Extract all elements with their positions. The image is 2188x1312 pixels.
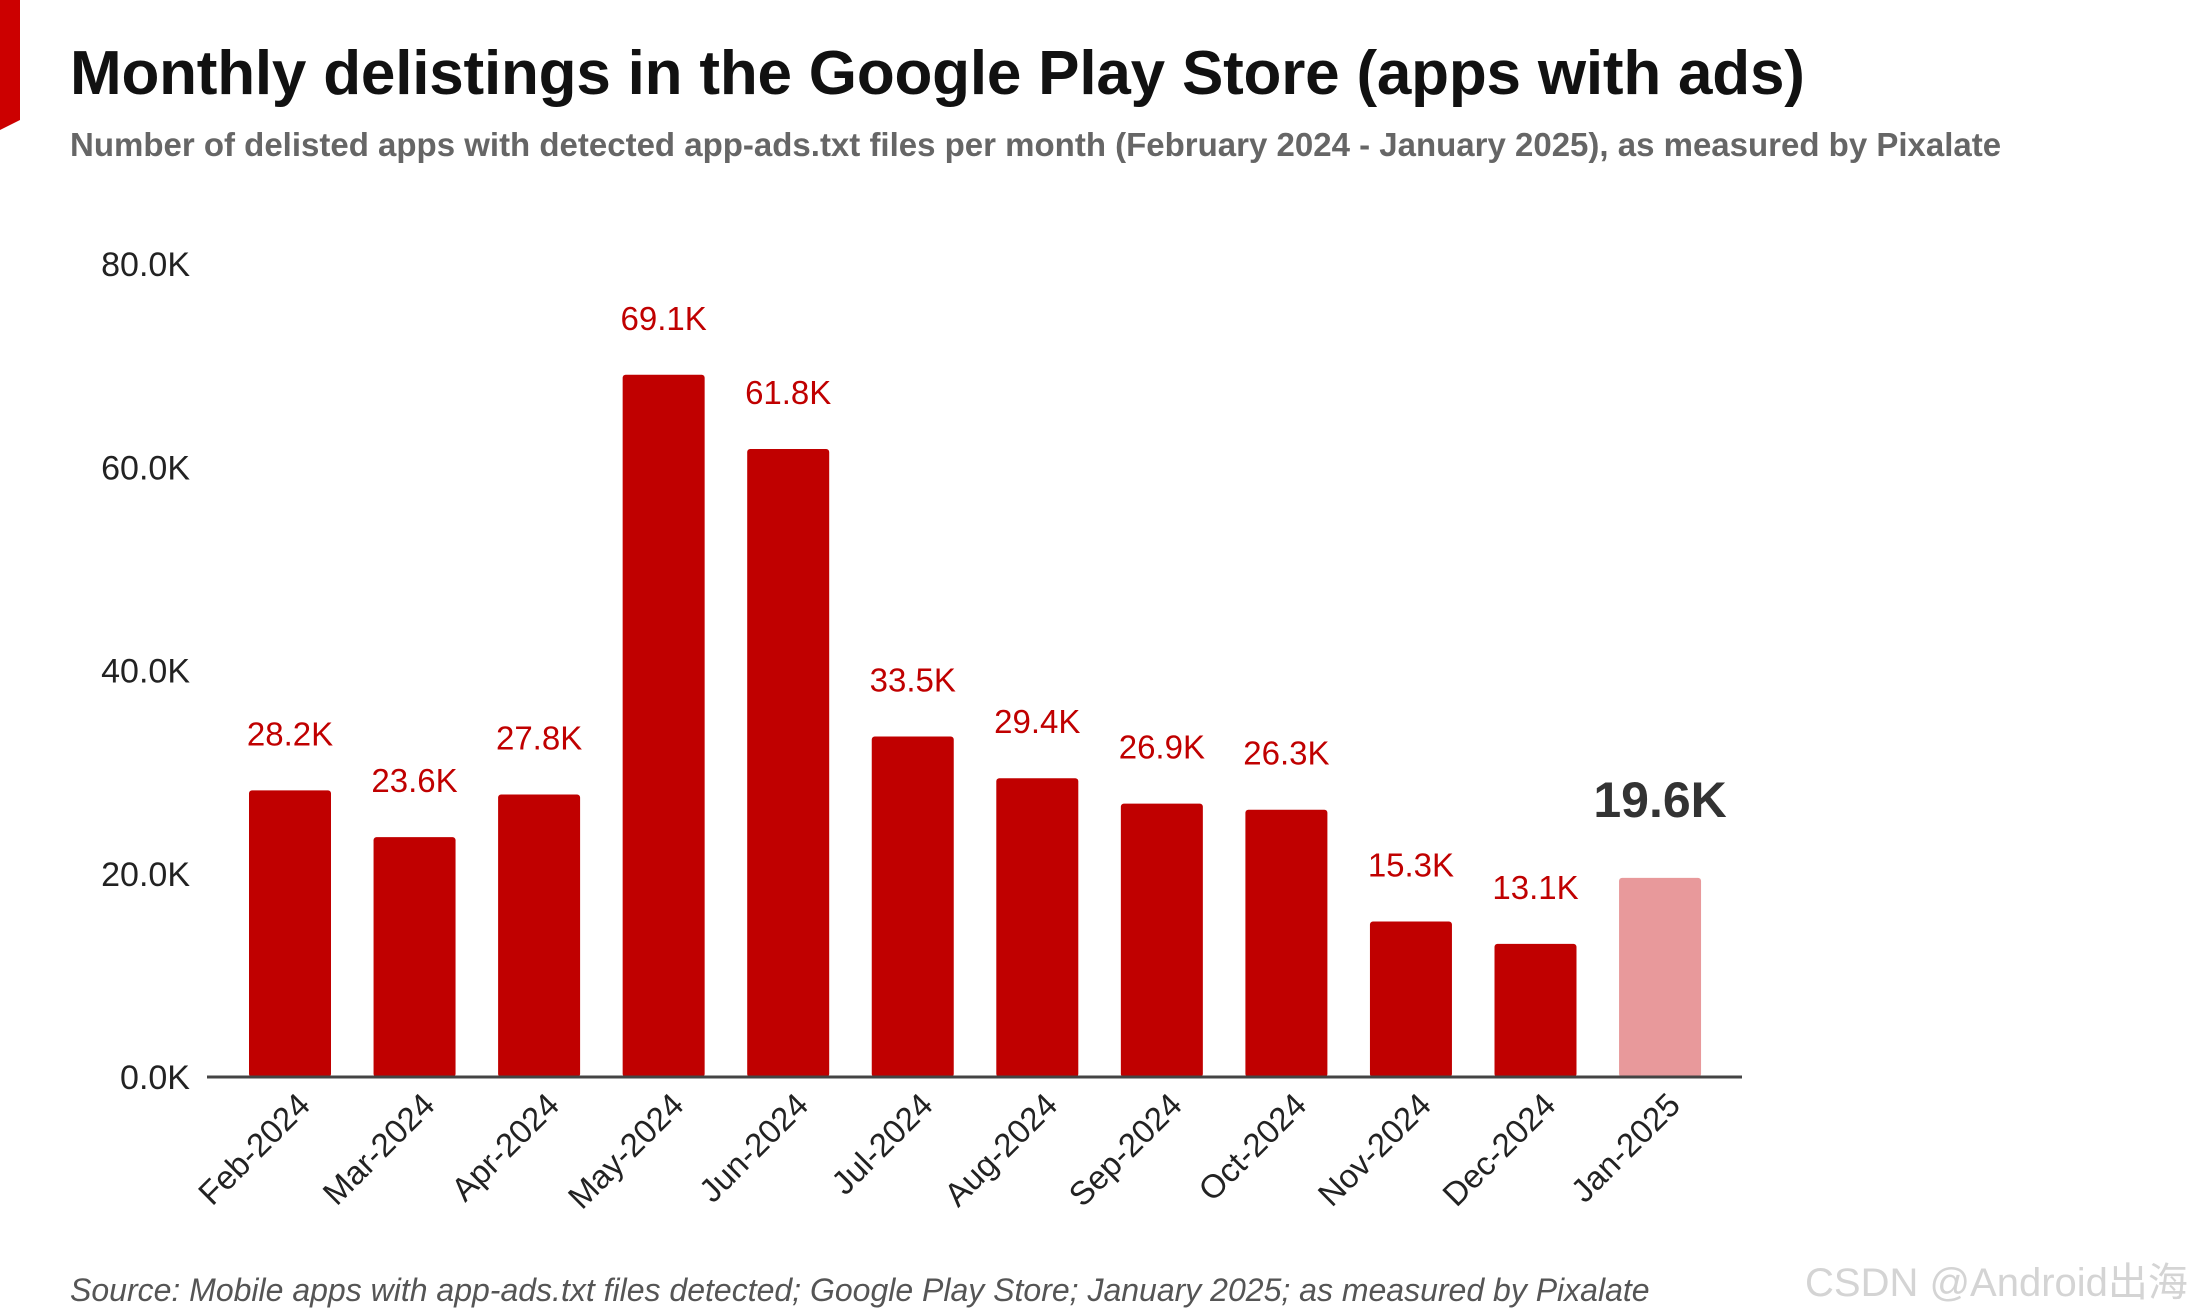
chart-title: Monthly delistings in the Google Play St… [70,39,1805,108]
x-tick-label: Jul-2024 [824,1086,940,1202]
data-label: 69.1K [621,300,707,337]
x-tick-label: Jun-2024 [692,1086,815,1209]
x-tick-label: Sep-2024 [1061,1086,1188,1213]
bar [249,790,331,1077]
x-tick-label: Jan-2025 [1564,1086,1687,1209]
bar [498,794,581,1077]
x-tick-label: Oct-2024 [1191,1086,1313,1208]
bar [1619,877,1702,1077]
watermark: CSDN @Android出海 [1805,1261,2188,1305]
x-tick-label: May-2024 [561,1086,691,1216]
data-label: 26.3K [1243,735,1329,772]
data-label: 28.2K [247,715,333,752]
bar [996,778,1079,1077]
data-label: 13.1K [1492,869,1578,906]
corner-accent [0,0,130,130]
data-label: 23.6K [371,762,457,799]
x-tick-label: Dec-2024 [1435,1086,1562,1213]
bar [1245,809,1328,1077]
bar [622,374,705,1077]
y-tick-label: 60.0K [101,449,190,487]
data-label: 61.8K [745,374,831,411]
y-tick-label: 80.0K [101,246,190,284]
y-tick-label: 40.0K [101,653,190,691]
bar [373,837,456,1077]
source-note: Source: Mobile apps with app-ads.txt fil… [70,1272,1650,1308]
data-label: 27.8K [496,719,582,756]
bar [747,448,830,1077]
data-label: 33.5K [870,662,956,699]
data-label: 15.3K [1368,847,1454,884]
x-tick-label: Apr-2024 [444,1086,566,1208]
x-tick-label: Nov-2024 [1311,1086,1438,1213]
bar [1120,803,1203,1077]
y-tick-label: 20.0K [101,856,190,894]
data-label: 29.4K [994,703,1080,740]
data-label: 19.6K [1593,772,1726,828]
chart-subtitle: Number of delisted apps with detected ap… [70,126,2002,163]
bar [1494,943,1577,1077]
x-tick-label: Feb-2024 [191,1086,317,1212]
bar [871,736,954,1077]
bar [1369,921,1452,1077]
x-tick-label: Mar-2024 [315,1086,441,1212]
y-tick-label: 0.0K [120,1059,190,1097]
x-tick-label: Aug-2024 [937,1086,1064,1213]
data-label: 26.9K [1119,729,1205,766]
